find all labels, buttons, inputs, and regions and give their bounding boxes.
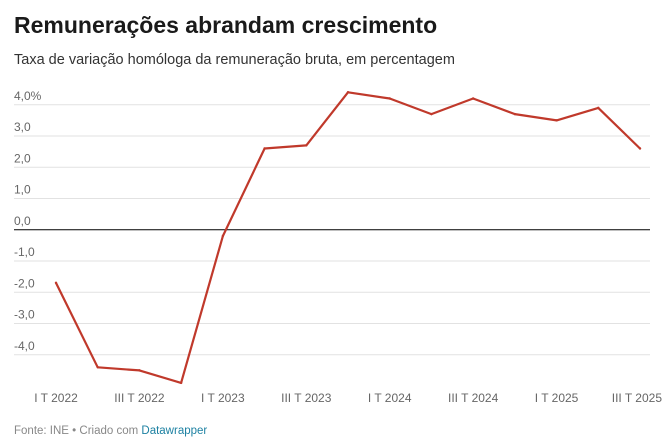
data-point: [305, 144, 308, 147]
data-point: [430, 112, 433, 116]
y-tick-label: 0,0: [14, 214, 31, 228]
data-point: [263, 147, 266, 150]
x-tick-label: III T 2024: [448, 391, 499, 405]
data-point: [179, 381, 183, 385]
y-tick-label: -2,0: [14, 276, 35, 290]
y-tick-label: -4,0: [14, 339, 35, 353]
chart-footer: Fonte: INE • Criado com Datawrapper: [14, 425, 207, 437]
data-point: [471, 97, 475, 100]
y-tick-label: 3,0: [14, 120, 31, 134]
data-point: [138, 369, 141, 372]
chart-title: Remunerações abrandam crescimento: [14, 12, 438, 38]
x-tick-label: I T 2024: [368, 391, 412, 405]
source-note: Fonte: INE • Criado com: [14, 425, 139, 437]
data-point: [346, 91, 350, 94]
x-tick-label: I T 2025: [535, 391, 579, 405]
data-point: [96, 366, 99, 369]
x-tick-label: III T 2023: [281, 391, 332, 405]
data-point: [597, 106, 600, 110]
data-point: [555, 119, 558, 122]
datawrapper-link[interactable]: Datawrapper: [141, 425, 208, 437]
y-tick-label: 2,0: [14, 151, 31, 165]
y-tick-label: -1,0: [14, 245, 35, 259]
x-tick-label: III T 2022: [114, 391, 165, 405]
x-tick-label: I T 2023: [201, 391, 245, 405]
y-tick-label: -3,0: [14, 308, 35, 322]
y-tick-label: 4,0%: [14, 89, 42, 103]
data-point: [221, 234, 225, 238]
data-point: [513, 112, 517, 116]
data-point: [54, 281, 58, 285]
data-point: [388, 97, 391, 100]
chart-subtitle: Taxa de variação homóloga da remuneração…: [14, 52, 455, 68]
x-tick-label: I T 2022: [34, 391, 78, 405]
y-tick-label: 1,0: [14, 183, 31, 197]
x-tick-label: III T 2025: [612, 391, 663, 405]
data-point: [638, 147, 642, 150]
